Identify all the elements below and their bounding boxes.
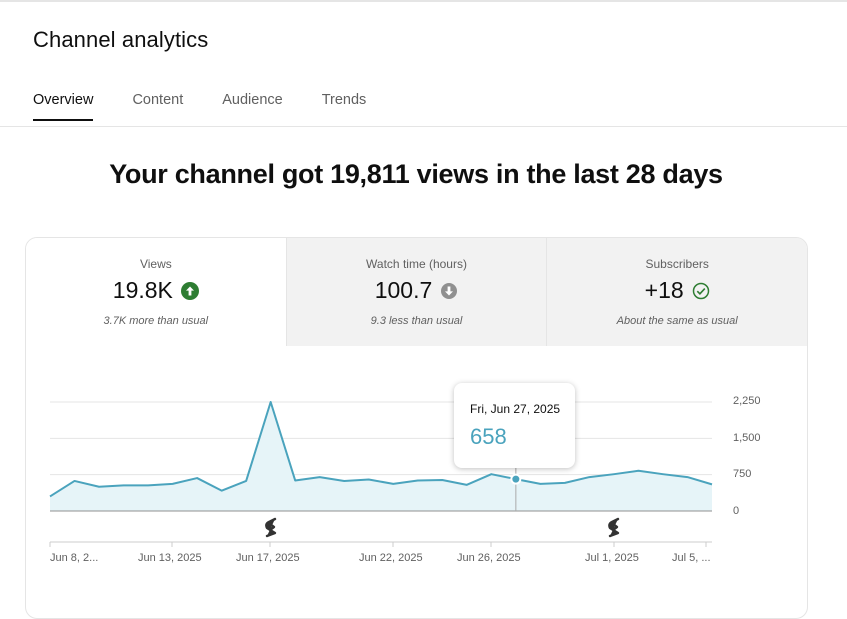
metric-note: 3.7K more than usual bbox=[103, 315, 209, 327]
x-tick-label: Jun 17, 2025 bbox=[236, 552, 300, 564]
metric-label: Subscribers bbox=[645, 257, 709, 271]
metric-subscribers[interactable]: Subscribers +18 About the same as usual bbox=[546, 238, 807, 346]
metric-value-row: 100.7 bbox=[287, 277, 547, 304]
check-circle-icon bbox=[692, 282, 709, 299]
x-tick-label: Jul 5, ... bbox=[672, 552, 711, 564]
tab-audience[interactable]: Audience bbox=[222, 92, 283, 108]
metric-note: 9.3 less than usual bbox=[370, 315, 463, 327]
chart-tooltip: Fri, Jun 27, 2025 658 bbox=[454, 383, 575, 468]
arrow-up-icon bbox=[180, 281, 199, 300]
metric-note: About the same as usual bbox=[616, 315, 738, 327]
metric-views[interactable]: Views 19.8K 3.7K more than usual bbox=[26, 238, 286, 346]
metric-tabs: Views 19.8K 3.7K more than usual Watch t… bbox=[26, 238, 807, 346]
y-tick-label: 1,500 bbox=[733, 432, 761, 444]
top-border bbox=[0, 0, 847, 2]
metric-value-row: +18 bbox=[547, 277, 807, 304]
page-title: Channel analytics bbox=[33, 27, 209, 52]
tabs-divider bbox=[0, 126, 847, 127]
tab-content[interactable]: Content bbox=[132, 92, 184, 108]
y-tick-label: 2,250 bbox=[733, 395, 761, 407]
metric-value: 100.7 bbox=[374, 277, 433, 303]
x-tick-label: Jun 13, 2025 bbox=[138, 552, 202, 564]
arrow-down-icon bbox=[441, 282, 458, 299]
x-tick-label: Jun 8, 2... bbox=[50, 552, 99, 564]
analytics-card: Views 19.8K 3.7K more than usual Watch t… bbox=[25, 237, 808, 619]
metric-label: Views bbox=[139, 257, 172, 271]
x-tick-label: Jun 26, 2025 bbox=[457, 552, 521, 564]
shorts-icon bbox=[608, 517, 620, 538]
views-chart bbox=[49, 401, 713, 547]
highlight-dot bbox=[510, 473, 522, 485]
metric-watch-time[interactable]: Watch time (hours) 100.7 9.3 less than u… bbox=[285, 238, 547, 346]
metric-value-row: 19.8K bbox=[26, 277, 286, 304]
tooltip-value: 658 bbox=[470, 424, 507, 449]
summary-headline: Your channel got 19,811 views in the las… bbox=[109, 159, 723, 189]
metric-value: 19.8K bbox=[112, 277, 173, 303]
series-line bbox=[49, 401, 713, 498]
x-tick-label: Jun 22, 2025 bbox=[359, 552, 423, 564]
y-tick-label: 750 bbox=[733, 468, 752, 480]
tab-overview[interactable]: Overview bbox=[33, 92, 94, 121]
metric-label: Watch time (hours) bbox=[366, 257, 467, 271]
shorts-icon bbox=[265, 517, 277, 538]
tab-bar: Overview Content Audience Trends bbox=[33, 92, 405, 121]
tab-trends[interactable]: Trends bbox=[321, 92, 367, 108]
metric-value: +18 bbox=[644, 277, 684, 303]
series-area bbox=[50, 402, 712, 511]
y-tick-label: 0 bbox=[733, 505, 740, 517]
x-tick-label: Jul 1, 2025 bbox=[585, 552, 639, 564]
tooltip-date: Fri, Jun 27, 2025 bbox=[470, 402, 561, 416]
